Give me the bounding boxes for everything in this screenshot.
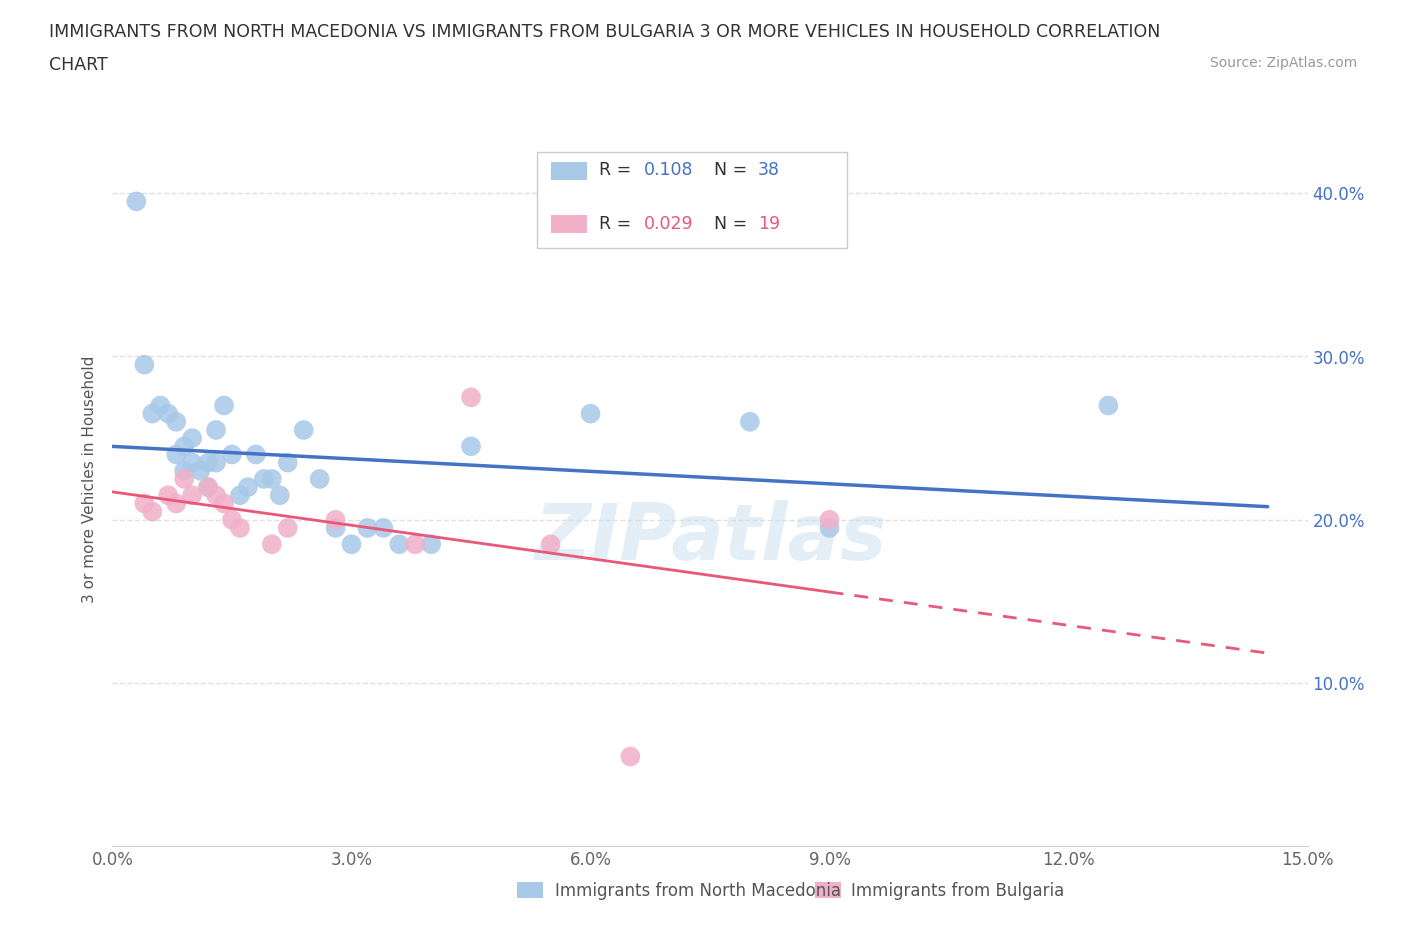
Point xyxy=(141,504,163,519)
Bar xyxy=(517,882,543,898)
Point xyxy=(197,480,219,495)
Point xyxy=(420,537,443,551)
Point xyxy=(149,398,172,413)
Text: IMMIGRANTS FROM NORTH MACEDONIA VS IMMIGRANTS FROM BULGARIA 3 OR MORE VEHICLES I: IMMIGRANTS FROM NORTH MACEDONIA VS IMMIG… xyxy=(49,23,1160,41)
Point xyxy=(325,512,347,527)
Point xyxy=(738,415,761,430)
Point xyxy=(134,357,156,372)
Text: Immigrants from Bulgaria: Immigrants from Bulgaria xyxy=(851,882,1064,900)
Text: N =: N = xyxy=(703,215,752,233)
FancyBboxPatch shape xyxy=(551,163,586,179)
Point xyxy=(157,488,180,503)
Point xyxy=(340,537,363,551)
Text: ZIPatlas: ZIPatlas xyxy=(534,499,886,576)
Text: 0.029: 0.029 xyxy=(644,215,695,233)
Point xyxy=(404,537,426,551)
Text: R =: R = xyxy=(599,215,637,233)
Point xyxy=(818,512,841,527)
Point xyxy=(1097,398,1119,413)
Point xyxy=(157,406,180,421)
Text: Immigrants from North Macedonia: Immigrants from North Macedonia xyxy=(555,882,841,900)
Point xyxy=(141,406,163,421)
Point xyxy=(229,488,252,503)
Bar xyxy=(815,882,841,898)
Text: Source: ZipAtlas.com: Source: ZipAtlas.com xyxy=(1209,56,1357,70)
Point xyxy=(205,455,228,470)
Point xyxy=(173,439,195,454)
Point xyxy=(221,512,243,527)
Point xyxy=(356,521,378,536)
Point xyxy=(205,488,228,503)
Point xyxy=(540,537,562,551)
Point xyxy=(205,422,228,437)
Point xyxy=(269,488,291,503)
Text: R =: R = xyxy=(599,162,637,179)
Text: 38: 38 xyxy=(758,162,780,179)
Point xyxy=(277,455,299,470)
Y-axis label: 3 or more Vehicles in Household: 3 or more Vehicles in Household xyxy=(82,355,97,603)
Point xyxy=(188,463,211,478)
FancyBboxPatch shape xyxy=(551,215,586,232)
Text: 19: 19 xyxy=(758,215,780,233)
Point xyxy=(173,472,195,486)
Point xyxy=(818,521,841,536)
Point xyxy=(181,455,204,470)
Point xyxy=(221,447,243,462)
Point xyxy=(260,472,283,486)
Point xyxy=(373,521,395,536)
Point xyxy=(308,472,330,486)
Point xyxy=(197,480,219,495)
Point xyxy=(253,472,276,486)
Point xyxy=(212,496,235,511)
FancyBboxPatch shape xyxy=(537,152,848,247)
Point xyxy=(277,521,299,536)
Point xyxy=(460,390,482,405)
Point xyxy=(173,463,195,478)
Point xyxy=(229,521,252,536)
Point xyxy=(260,537,283,551)
Point xyxy=(236,480,259,495)
Text: CHART: CHART xyxy=(49,56,108,73)
Point xyxy=(619,749,641,764)
Point xyxy=(165,496,187,511)
Point xyxy=(165,447,187,462)
Point xyxy=(181,431,204,445)
Point xyxy=(579,406,602,421)
Point xyxy=(212,398,235,413)
Text: N =: N = xyxy=(703,162,752,179)
Point xyxy=(181,488,204,503)
Text: 0.108: 0.108 xyxy=(644,162,693,179)
Point xyxy=(165,415,187,430)
Point xyxy=(125,194,148,209)
Point xyxy=(197,455,219,470)
Point xyxy=(388,537,411,551)
Point xyxy=(460,439,482,454)
Point xyxy=(245,447,267,462)
Point xyxy=(134,496,156,511)
Point xyxy=(325,521,347,536)
Point xyxy=(292,422,315,437)
